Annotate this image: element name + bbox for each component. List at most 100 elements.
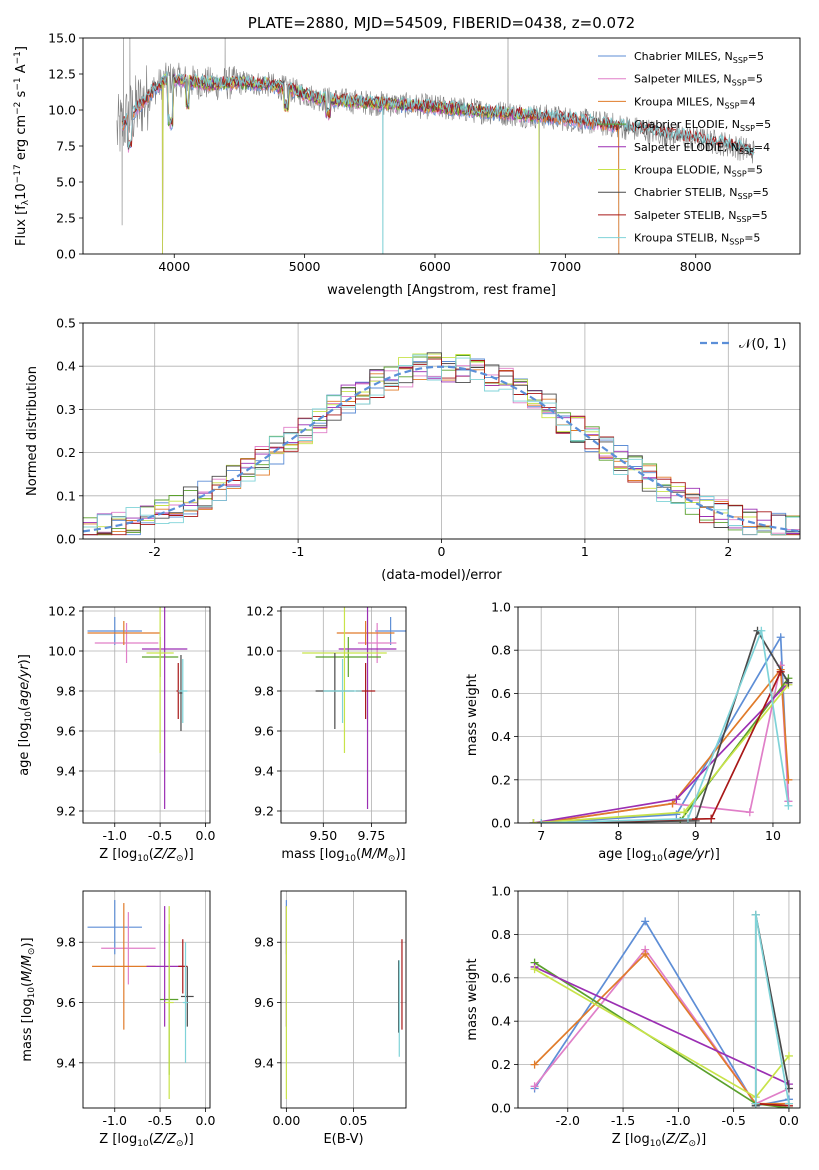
- y-tick-label: 0.4: [56, 359, 76, 374]
- legend-sub: SSP: [724, 101, 739, 110]
- legend-sub: SSP: [732, 170, 747, 179]
- y-tick-label: 9.6: [56, 995, 76, 1010]
- errorbar-point: [180, 966, 194, 1027]
- x-tick-label: 8: [614, 828, 622, 843]
- x-tick-label: 6000: [419, 259, 451, 274]
- weight-marker: [784, 775, 793, 784]
- legend-sub: SSP: [729, 238, 744, 247]
- errorbar-point: [338, 607, 397, 809]
- legend-nssp: =4: [754, 141, 770, 154]
- label-part: λ: [21, 199, 31, 205]
- axes-frame: [517, 606, 801, 824]
- label-part: Z [: [99, 847, 117, 862]
- residual-histogram: [83, 354, 800, 539]
- legend-nssp: =4: [739, 95, 755, 108]
- weight-marker: [776, 633, 785, 642]
- y-tick-label: 9.2: [56, 804, 76, 819]
- y-tick-label: 5.0: [56, 175, 76, 190]
- y-axis-label: mass weight: [465, 958, 480, 1040]
- y-tick-label: 9.4: [254, 1055, 274, 1070]
- label-part: −2: [13, 102, 23, 115]
- weight-series: [530, 917, 793, 1108]
- plot-area: [285, 900, 403, 1099]
- ticks: 4000 5000 6000 7000 8000 0.0 2.5 5.0 7.5 10.0 12.5…: [48, 31, 712, 275]
- ticks: 9.50 9.75 9.2 9.4 9.6 9.8 10.0 10.2: [246, 604, 385, 844]
- y-tick-label: 10.0: [246, 644, 274, 659]
- panel-weight_vs_Z: -2.0 -1.5 -1.0 -0.5 0.0 0.0 0.2 0.4 0.6 0.8 1.0 Z […: [465, 884, 801, 1149]
- legend-nssp: =5: [748, 50, 764, 63]
- x-tick-label: 8000: [680, 259, 712, 274]
- panel-spectrum: 4000 5000 6000 7000 8000 0.0 2.5 5.0 7.5 10.0 12.5…: [13, 14, 801, 298]
- ticks: 7 8 9 10 0.0 0.2 0.4 0.6 0.8 1.0: [491, 600, 781, 844]
- legend-entry: Kroupa STELIB, NSSP=5: [634, 232, 760, 247]
- label-part: M/M: [20, 955, 35, 982]
- y-tick-label: 0.8: [491, 927, 511, 942]
- axes-frame: [82, 37, 801, 255]
- label-part: age [: [17, 742, 32, 775]
- y-tick-label: 0.6: [491, 686, 511, 701]
- x-tick-label: 0.00: [272, 1113, 300, 1128]
- x-axis-label: wavelength [Angstrom, rest frame]: [327, 283, 556, 298]
- weight-series: [537, 667, 785, 823]
- y-tick-label: 0.8: [491, 643, 511, 658]
- y-tick-label: 0.3: [56, 402, 76, 417]
- weight-marker: [751, 910, 760, 919]
- legend-nssp: =5: [747, 164, 763, 177]
- label-part: Z [: [612, 1132, 630, 1147]
- y-tick-label: 10.2: [48, 604, 76, 619]
- label-part: )]: [184, 847, 194, 862]
- errorbar-point: [375, 617, 406, 645]
- x-axis-label: Z [log10(Z/Z⊙)]: [612, 1132, 706, 1149]
- y-tick-label: 10.0: [48, 644, 76, 659]
- y-tick-label: 9.4: [254, 764, 274, 779]
- y-tick-label: 1.0: [491, 884, 511, 899]
- label-part: ⊙: [27, 948, 37, 956]
- x-tick-label: -2.0: [556, 1113, 580, 1128]
- weight-line: [533, 919, 790, 1107]
- x-tick-label: -0.5: [148, 1113, 172, 1128]
- model-spectrum-line: [121, 71, 755, 156]
- y-tick-label: 7.5: [56, 139, 76, 154]
- weight-marker: [784, 1051, 793, 1060]
- errorbar-point: [179, 655, 183, 731]
- weight-line: [541, 627, 790, 823]
- x-tick-label: 9.75: [357, 828, 385, 843]
- weight-marker: [537, 819, 546, 823]
- axes-frame: [82, 606, 211, 824]
- label-part: log: [630, 1132, 650, 1147]
- weight-line: [533, 948, 790, 1105]
- label-part: )]: [20, 937, 35, 947]
- label-part: (: [661, 1132, 666, 1147]
- x-tick-label: 9.50: [309, 828, 337, 843]
- legend-sub: SSP: [732, 79, 747, 88]
- x-tick-label: 0.0: [196, 828, 216, 843]
- label-part: mass weight: [465, 674, 480, 756]
- label-part: ⊙: [176, 1139, 184, 1149]
- errorbar-point: [87, 617, 142, 645]
- legend-nssp: =5: [755, 118, 771, 131]
- plot-area: [530, 910, 793, 1108]
- label-part: s: [14, 90, 29, 101]
- errorbar-point: [101, 912, 156, 985]
- label-part: 10: [650, 1139, 662, 1149]
- label-part: −1: [13, 77, 23, 90]
- panel-age_vs_Z: -1.0 -0.5 0.09.29.49.69.810.010.2Z [log10(…: [17, 604, 216, 865]
- model-spectrum-line: [161, 73, 540, 254]
- y-tick-label: 9.8: [56, 684, 76, 699]
- x-tick-label: -1: [292, 544, 304, 559]
- x-tick-label: 7000: [549, 259, 581, 274]
- panel-age_vs_mass: 9.50 9.75 9.2 9.4 9.6 9.8 10.0 10.2 mass [log10(…: [246, 604, 407, 864]
- label-part: 10: [137, 1139, 149, 1149]
- weight-series: [530, 962, 793, 1089]
- y-tick-label: 0.0: [56, 247, 76, 262]
- weight-series: [537, 665, 793, 823]
- label-part: 10: [651, 854, 663, 864]
- label-part: −1: [13, 51, 23, 64]
- label-part: (: [20, 982, 35, 987]
- legend-sub: SSP: [740, 124, 755, 133]
- label-part: log: [117, 1132, 137, 1147]
- y-axis-label: Normed distribution: [25, 366, 40, 496]
- label-part: age [: [598, 847, 631, 862]
- y-tick-label: 0.0: [56, 532, 76, 547]
